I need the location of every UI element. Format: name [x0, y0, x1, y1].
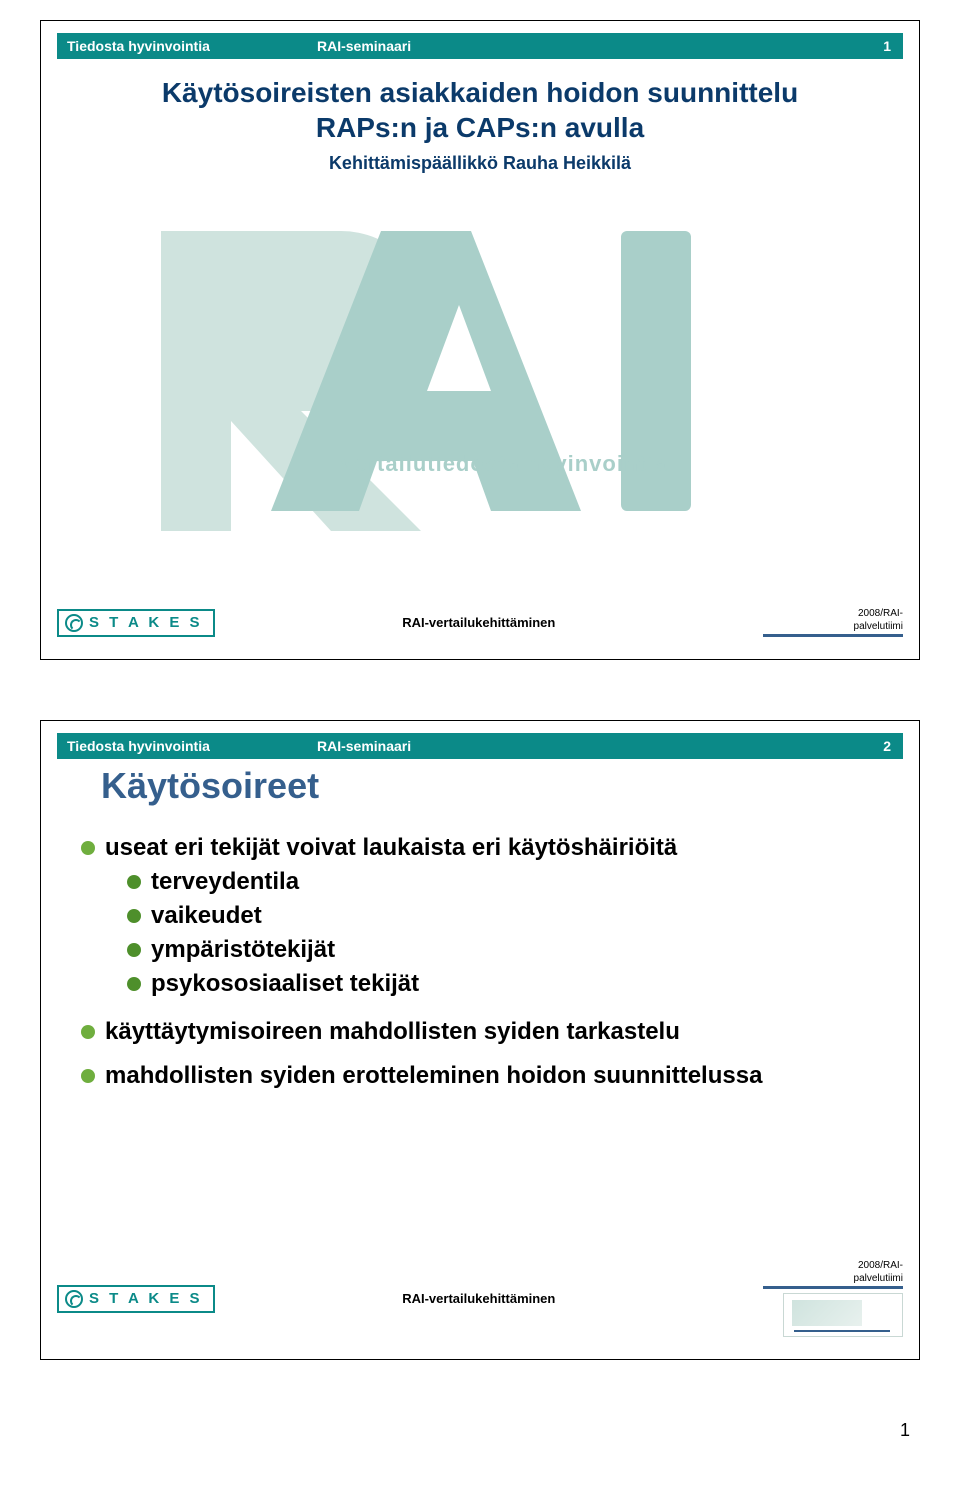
bullet-text: terveydentila [151, 867, 299, 897]
stakes-swirl-icon [65, 614, 83, 632]
slide-footer: S T A K E S RAI-vertailukehittäminen 200… [57, 608, 903, 637]
title-line-1: Käytösoireisten asiakkaiden hoidon suunn… [81, 75, 879, 110]
stakes-text: S T A K E S [89, 614, 203, 631]
bullet-text: mahdollisten syiden erotteleminen hoidon… [105, 1061, 762, 1091]
footer-right: 2008/RAI- palvelutiimi [743, 608, 903, 637]
footer-right-divider [763, 634, 903, 637]
bullet-text: useat eri tekijät voivat laukaista eri k… [105, 833, 677, 863]
rai-watermark-icon [151, 211, 711, 531]
stakes-text: S T A K E S [89, 1290, 203, 1307]
bullet-dot-icon [127, 943, 141, 957]
bullet-dot-icon [127, 977, 141, 991]
header-left: Tiedosta hyvinvointia [57, 38, 317, 54]
bullet-text: käyttäytymisoireen mahdollisten syiden t… [105, 1017, 680, 1047]
bullet-lvl2: ympäristötekijät [127, 935, 879, 965]
header-mid: RAI-seminaari [317, 738, 843, 754]
page-number: 1 [40, 1420, 910, 1441]
bullet-dot-icon [81, 1069, 95, 1083]
slide-number: 2 [843, 738, 903, 754]
mini-thumbnail-icon [783, 1293, 903, 1337]
slide-1: Tiedosta hyvinvointia RAI-seminaari 1 Kä… [40, 20, 920, 660]
header-mid: RAI-seminaari [317, 38, 843, 54]
stakes-logo: S T A K E S [57, 609, 215, 637]
bullet-lvl2: terveydentila [127, 867, 879, 897]
bullet-lvl1: mahdollisten syiden erotteleminen hoidon… [81, 1061, 879, 1091]
stakes-swirl-icon [65, 1290, 83, 1308]
slide2-body: useat eri tekijät voivat laukaista eri k… [81, 825, 879, 1091]
bullet-dot-icon [127, 875, 141, 889]
title-block: Käytösoireisten asiakkaiden hoidon suunn… [81, 75, 879, 174]
rai-tagline: vertailutiedosta hyvinvointia [341, 451, 667, 477]
title-subtitle: Kehittämispäällikkö Rauha Heikkilä [81, 153, 879, 174]
slide-header-bar: Tiedosta hyvinvointia RAI-seminaari 1 [57, 33, 903, 59]
footer-mid: RAI-vertailukehittäminen [402, 1291, 555, 1306]
footer-right-line2: palvelutiimi [743, 1273, 903, 1284]
bullet-lvl1: käyttäytymisoireen mahdollisten syiden t… [81, 1017, 879, 1047]
bullet-lvl2: vaikeudet [127, 901, 879, 931]
slide-number: 1 [843, 38, 903, 54]
stakes-logo: S T A K E S [57, 1285, 215, 1313]
bullet-text: psykososiaaliset tekijät [151, 969, 419, 999]
bullet-lvl1: useat eri tekijät voivat laukaista eri k… [81, 833, 879, 863]
footer-right-line2: palvelutiimi [743, 621, 903, 632]
bullet-dot-icon [81, 841, 95, 855]
footer-right-divider [763, 1286, 903, 1289]
slide-footer: S T A K E S RAI-vertailukehittäminen 200… [57, 1260, 903, 1337]
footer-right-line1: 2008/RAI- [743, 608, 903, 619]
bullet-text: ympäristötekijät [151, 935, 335, 965]
bullet-lvl2: psykososiaaliset tekijät [127, 969, 879, 999]
footer-mid: RAI-vertailukehittäminen [402, 615, 555, 630]
bullet-dot-icon [81, 1025, 95, 1039]
footer-right-line1: 2008/RAI- [743, 1260, 903, 1271]
title-line-2: RAPs:n ja CAPs:n avulla [81, 110, 879, 145]
bullet-text: vaikeudet [151, 901, 262, 931]
footer-right: 2008/RAI- palvelutiimi [743, 1260, 903, 1337]
slide-2: Tiedosta hyvinvointia RAI-seminaari 2 Kä… [40, 720, 920, 1360]
slide-header-bar: Tiedosta hyvinvointia RAI-seminaari 2 [57, 733, 903, 759]
slide2-heading: Käytösoireet [101, 765, 319, 807]
bullet-dot-icon [127, 909, 141, 923]
header-left: Tiedosta hyvinvointia [57, 738, 317, 754]
